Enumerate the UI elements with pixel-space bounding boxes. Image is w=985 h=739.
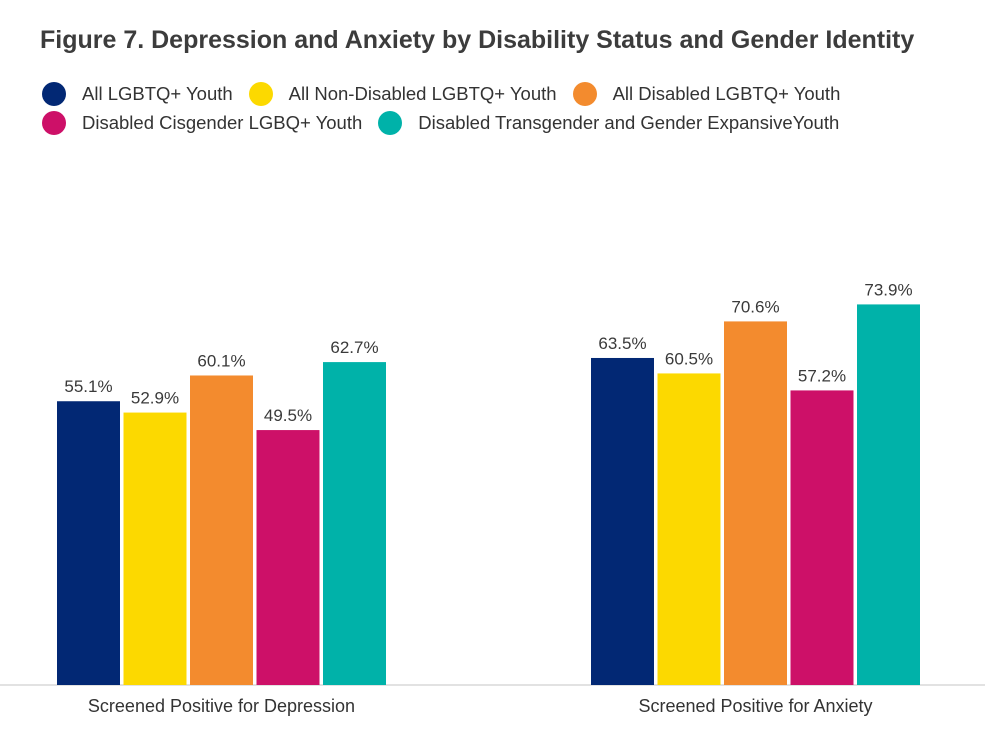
category-label-screened-positive-for-depression: Screened Positive for Depression (88, 696, 355, 716)
legend-label-all-lgbtq: All LGBTQ+ Youth (82, 83, 233, 104)
bar-screened-positive-for-anxiety-all-non-disabled-lgbtq-youth (657, 373, 721, 685)
legend-swatch-disabled-transgender (378, 111, 403, 135)
legend-item-disabled-transgender: Disabled Transgender and Gender Expansiv… (378, 111, 839, 135)
legend-swatch-all-lgbtq (42, 82, 66, 106)
bar-screened-positive-for-depression-all-disabled-lgbtq-youth (190, 375, 253, 685)
legend-row-1: All LGBTQ+ Youth All Non-Disabled LGBTQ+… (42, 82, 856, 106)
bar-screened-positive-for-anxiety-disabled-transgender-and-gender-expansiveyouth (857, 304, 920, 685)
legend-label-non-disabled: All Non-Disabled LGBTQ+ Youth (288, 83, 557, 104)
data-label-screened-positive-for-depression-all-non-disabled-lgbtq-youth: 52.9% (131, 389, 179, 408)
bar-screened-positive-for-depression-all-non-disabled-lgbtq-youth (123, 412, 187, 685)
data-label-screened-positive-for-anxiety-all-non-disabled-lgbtq-youth: 60.5% (665, 349, 713, 368)
data-label-screened-positive-for-depression-disabled-cisgender-lgbq-youth: 49.5% (264, 406, 312, 425)
data-label-screened-positive-for-depression-all-lgbtq-youth: 55.1% (64, 377, 112, 396)
data-label-screened-positive-for-depression-all-disabled-lgbtq-youth: 60.1% (197, 351, 245, 370)
bar-screened-positive-for-depression-disabled-cisgender-lgbq-youth (256, 430, 320, 685)
legend-swatch-disabled-cisgender (42, 111, 66, 135)
bar-screened-positive-for-depression-all-lgbtq-youth (57, 401, 120, 685)
bar-screened-positive-for-depression-disabled-transgender-and-gender-expansiveyouth (323, 362, 386, 685)
legend-item-all-disabled: All Disabled LGBTQ+ Youth (572, 82, 841, 106)
bar-screened-positive-for-anxiety-all-lgbtq-youth (591, 357, 654, 685)
legend-item-all-lgbtq: All LGBTQ+ Youth (42, 82, 233, 106)
legend-label-disabled-cisgender: Disabled Cisgender LGBQ+ Youth (82, 112, 363, 133)
legend-item-non-disabled: All Non-Disabled LGBTQ+ Youth (248, 82, 557, 106)
legend-swatch-all-disabled (572, 82, 597, 106)
data-label-screened-positive-for-anxiety-all-lgbtq-youth: 63.5% (598, 334, 646, 353)
data-label-screened-positive-for-anxiety-disabled-cisgender-lgbq-youth: 57.2% (798, 366, 846, 385)
legend-label-disabled-transgender: Disabled Transgender and Gender Expansiv… (418, 112, 840, 133)
data-label-screened-positive-for-anxiety-all-disabled-lgbtq-youth: 70.6% (731, 297, 779, 316)
data-label-screened-positive-for-anxiety-disabled-transgender-and-gender-expansiveyouth: 73.9% (864, 280, 912, 299)
legend-label-all-disabled: All Disabled LGBTQ+ Youth (612, 83, 841, 104)
legend-swatch-non-disabled (248, 82, 273, 106)
bar-screened-positive-for-anxiety-disabled-cisgender-lgbq-youth (790, 390, 854, 685)
category-label-screened-positive-for-anxiety: Screened Positive for Anxiety (638, 696, 872, 716)
chart-title: Figure 7. Depression and Anxiety by Disa… (40, 26, 915, 54)
legend-row-2: Disabled Cisgender LGBQ+ Youth Disabled … (42, 111, 855, 135)
bar-screened-positive-for-anxiety-all-disabled-lgbtq-youth (724, 321, 787, 685)
data-label-screened-positive-for-depression-disabled-transgender-and-gender-expansiveyouth: 62.7% (330, 338, 378, 357)
legend-item-disabled-cisgender: Disabled Cisgender LGBQ+ Youth (42, 111, 362, 135)
